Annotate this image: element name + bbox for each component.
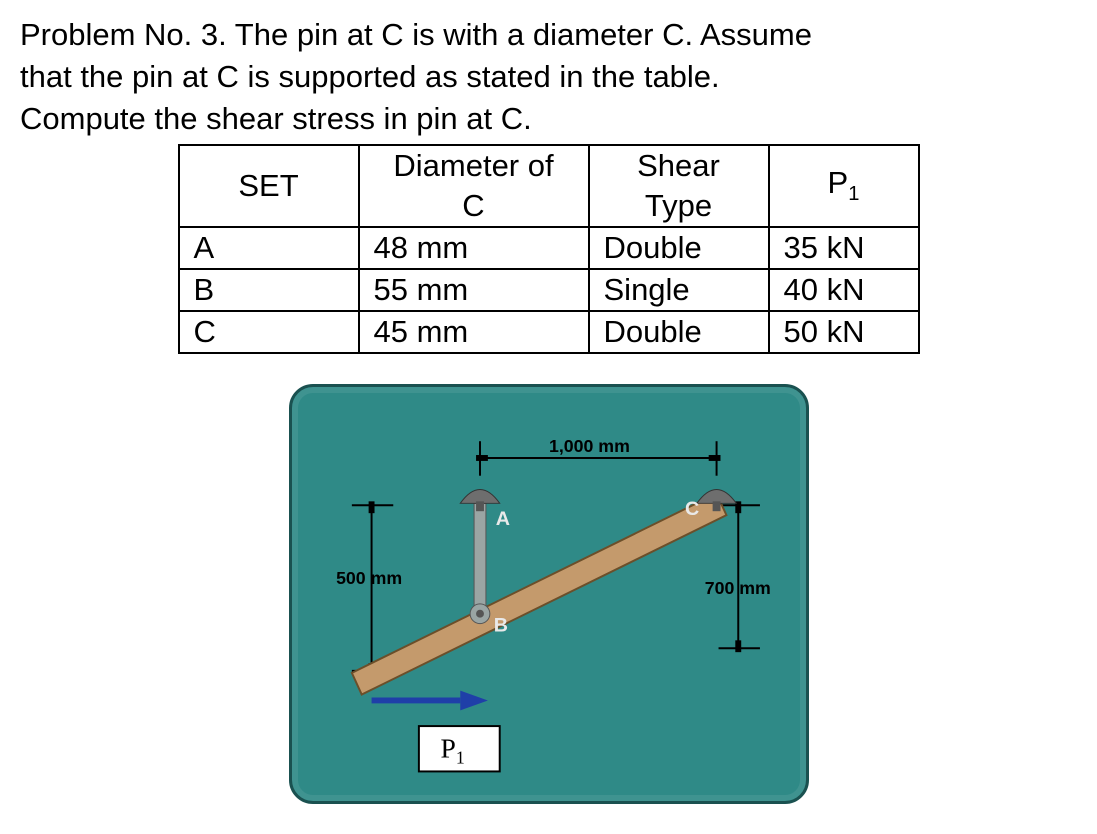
cell-shear: Double (589, 227, 769, 269)
cell-shear: Single (589, 269, 769, 311)
label-c: C (685, 498, 699, 520)
force-label-main: P (440, 732, 455, 763)
header-diameter-l2: C (359, 186, 589, 227)
table-row: B 55 mm Single 40 kN (179, 269, 919, 311)
header-shear-l2: Type (589, 186, 769, 227)
header-p1: P1 (769, 145, 919, 227)
rod-ab (474, 503, 486, 613)
header-shear-l1: Shear (589, 145, 769, 186)
cell-diameter: 55 mm (359, 269, 589, 311)
table-row: C 45 mm Double 50 kN (179, 311, 919, 353)
problem-statement: Problem No. 3. The pin at C is with a di… (20, 14, 1077, 140)
dim-left-label: 500 mm (336, 568, 402, 588)
cell-set: A (179, 227, 359, 269)
dimension-left: 500 mm (336, 501, 402, 674)
beam (351, 493, 726, 694)
table-header-row: SET Diameter of Shear P1 (179, 145, 919, 186)
label-a: A (495, 508, 509, 530)
cell-p1: 40 kN (769, 269, 919, 311)
cell-p1: 50 kN (769, 311, 919, 353)
diagram-svg: 1,000 mm 500 mm 700 mm (292, 387, 806, 801)
header-p1-main: P (828, 165, 849, 200)
cell-diameter: 48 mm (359, 227, 589, 269)
cell-p1: 35 kN (769, 227, 919, 269)
table-row: A 48 mm Double 35 kN (179, 227, 919, 269)
mechanics-diagram: 1,000 mm 500 mm 700 mm (289, 384, 809, 804)
problem-line-2: that the pin at C is supported as stated… (20, 59, 720, 94)
force-label-box: P1 (418, 726, 499, 771)
force-arrow (371, 690, 487, 710)
header-diameter-l1: Diameter of (359, 145, 589, 186)
header-set: SET (179, 145, 359, 227)
header-p1-sub: 1 (848, 183, 859, 205)
cell-shear: Double (589, 311, 769, 353)
problem-line-3: Compute the shear stress in pin at C. (20, 101, 532, 136)
dim-right-label: 700 mm (704, 578, 770, 598)
dim-top-label: 1,000 mm (549, 436, 630, 456)
dimension-right: 700 mm (704, 501, 770, 652)
label-b: B (493, 614, 507, 636)
cell-set: B (179, 269, 359, 311)
force-label-sub: 1 (455, 747, 464, 767)
cell-diameter: 45 mm (359, 311, 589, 353)
parameter-table: SET Diameter of Shear P1 C Type A 48 mm … (178, 144, 920, 354)
cell-set: C (179, 311, 359, 353)
dimension-top: 1,000 mm (476, 436, 720, 476)
problem-line-1: Problem No. 3. The pin at C is with a di… (20, 17, 812, 52)
